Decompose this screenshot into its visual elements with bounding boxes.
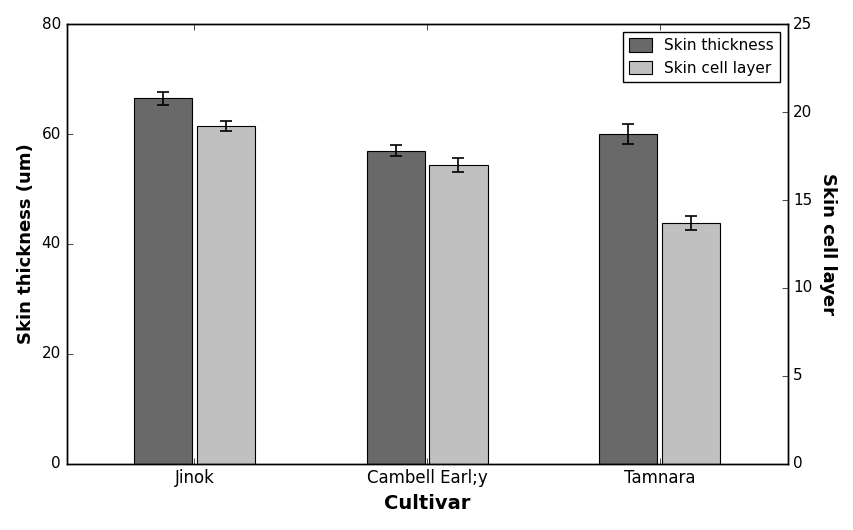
Bar: [599, 134, 657, 464]
Y-axis label: Skin cell layer: Skin cell layer: [818, 173, 836, 315]
Y-axis label: Skin thickness (um): Skin thickness (um): [17, 144, 35, 344]
X-axis label: Cultivar: Cultivar: [383, 494, 470, 514]
Bar: [429, 165, 487, 464]
Legend: Skin thickness, Skin cell layer: Skin thickness, Skin cell layer: [622, 32, 779, 82]
Bar: [661, 223, 719, 464]
Bar: [134, 99, 192, 464]
Bar: [196, 126, 255, 464]
Bar: [366, 151, 424, 464]
